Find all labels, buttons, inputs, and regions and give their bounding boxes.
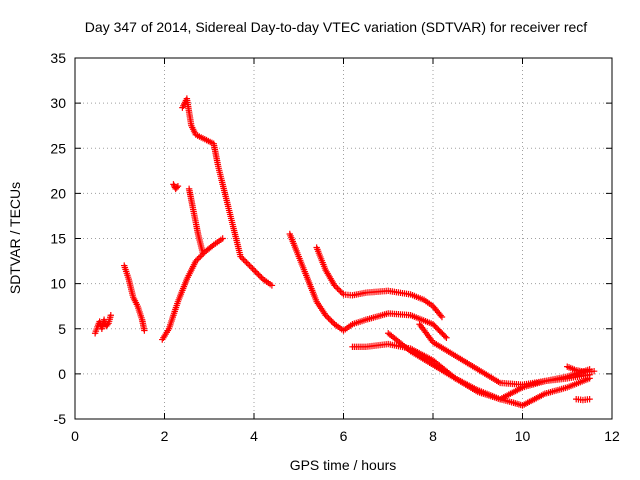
data-point (174, 182, 182, 190)
data-point (192, 257, 200, 265)
data-point (243, 259, 250, 266)
series-arc-1 (91, 312, 114, 337)
series-arc-7 (286, 230, 450, 341)
data-point (249, 265, 256, 272)
data-point (253, 269, 261, 277)
x-tick-labels: 0 2 4 6 8 10 12 (71, 428, 620, 444)
chart-title: Day 347 of 2014, Sidereal Day-to-day VTE… (85, 19, 587, 35)
data-point (241, 257, 249, 265)
data-point (326, 316, 334, 323)
data-point (335, 286, 343, 294)
data-point (332, 283, 340, 291)
series-arc-4 (170, 181, 182, 193)
series-arc-5 (185, 185, 206, 256)
data-point (209, 242, 216, 250)
y-tick-label: 25 (50, 140, 66, 156)
data-point (255, 271, 262, 278)
data-point (247, 263, 255, 271)
data-point (246, 262, 253, 269)
data-point (252, 268, 259, 275)
data-point (141, 327, 148, 334)
data-point (322, 312, 329, 319)
x-tick-label: 8 (429, 428, 437, 444)
data-point (173, 184, 181, 191)
x-tick-label: 10 (515, 428, 531, 444)
data-point (438, 313, 446, 321)
data-point (256, 272, 264, 280)
y-tick-label: -5 (54, 411, 67, 427)
data-point (194, 256, 201, 263)
data-point (238, 254, 246, 262)
data-point (104, 321, 111, 328)
x-tick-label: 2 (161, 428, 169, 444)
series-layer (91, 95, 598, 409)
data-point (250, 266, 258, 274)
x-axis-label: GPS time / hours (290, 457, 397, 473)
y-tick-label: 5 (58, 321, 66, 337)
data-point (337, 288, 344, 295)
series-arc-11 (416, 321, 593, 388)
y-tick-label: 10 (50, 276, 66, 292)
data-point (197, 253, 204, 260)
data-point (443, 334, 450, 341)
data-point (240, 256, 247, 263)
data-point (237, 253, 244, 260)
y-tick-labels: -5 0 5 10 15 20 25 30 35 (50, 50, 66, 427)
y-tick-label: 0 (58, 366, 66, 382)
series-arc-13 (573, 395, 593, 404)
series-arc-3 (159, 235, 226, 343)
series-arc-12 (564, 363, 598, 376)
data-point (329, 319, 337, 326)
y-tick-label: 15 (50, 231, 66, 247)
data-point (107, 312, 114, 319)
x-tick-label: 12 (604, 428, 620, 444)
data-point (195, 254, 203, 262)
data-point (441, 333, 449, 340)
data-point (323, 313, 331, 320)
x-tick-label: 4 (250, 428, 258, 444)
data-point (590, 367, 598, 375)
series-arc-9 (349, 340, 593, 409)
series-arc-8 (313, 244, 446, 321)
y-tick-label: 35 (50, 50, 66, 66)
y-axis-label: SDTVAR / TECUs (7, 182, 23, 294)
x-tick-label: 6 (340, 428, 348, 444)
y-tick-label: 30 (50, 95, 66, 111)
grid-lines (75, 58, 612, 419)
data-point (258, 274, 265, 281)
axis-ticks (74, 57, 613, 420)
x-tick-label: 0 (71, 428, 79, 444)
data-point (586, 395, 593, 403)
data-point (328, 318, 335, 325)
y-tick-label: 20 (50, 185, 66, 201)
series-arc-2 (121, 262, 148, 334)
data-point (268, 282, 276, 289)
data-point (325, 315, 332, 322)
data-point (338, 289, 346, 297)
data-point (199, 248, 206, 256)
data-point (334, 285, 341, 292)
data-point (170, 181, 177, 188)
data-point (331, 282, 338, 289)
data-point (244, 260, 252, 268)
data-point (219, 235, 226, 242)
series-arc-6 (179, 95, 276, 289)
